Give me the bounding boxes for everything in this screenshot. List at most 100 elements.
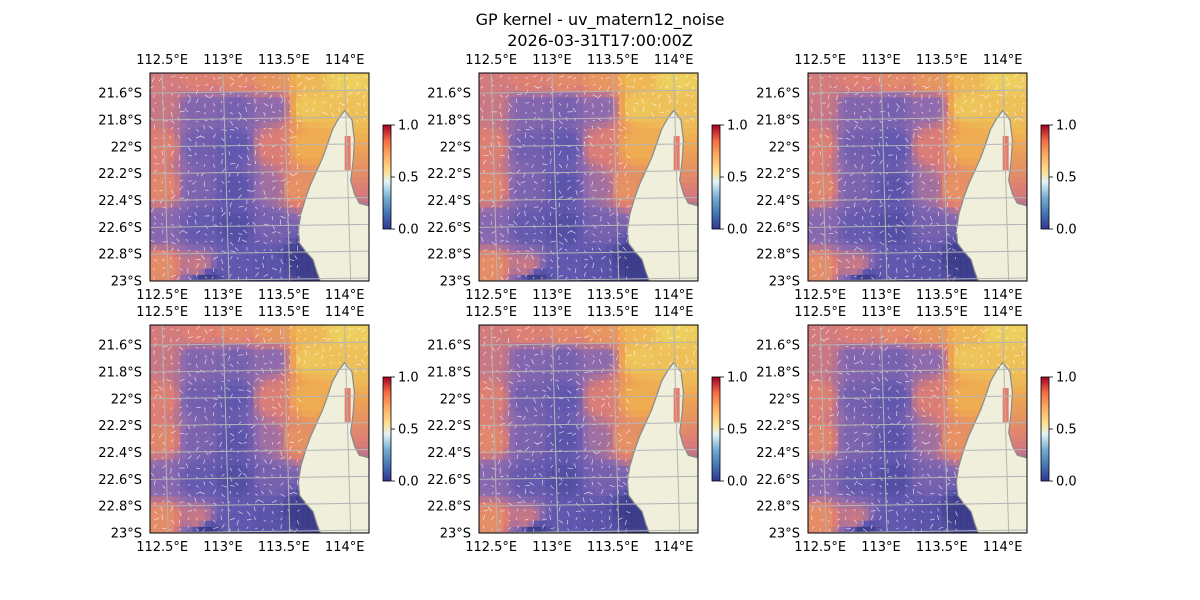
heatmap-cell: [923, 213, 931, 221]
heatmap-cell: [283, 207, 291, 215]
heatmap-cell: [156, 189, 163, 196]
heatmap-cell: [308, 85, 315, 92]
heatmap-cell: [905, 79, 912, 86]
heatmap-cell: [643, 134, 650, 141]
heatmap-cell: [485, 183, 492, 190]
heatmap-cell: [637, 85, 644, 92]
vector-arrow: [869, 115, 872, 121]
heatmap-cell: [344, 109, 352, 117]
vector-arrow: [592, 103, 594, 109]
heatmap-cell: [844, 268, 851, 276]
vector-arrow: [170, 264, 172, 269]
heatmap-cell: [174, 128, 181, 135]
heatmap-cell: [289, 189, 297, 196]
heatmap-cell: [265, 158, 273, 166]
vector-arrow: [666, 109, 669, 113]
heatmap-cell: [935, 115, 943, 123]
vector-arrow: [311, 85, 315, 90]
heatmap-cell: [289, 128, 297, 135]
heatmap-cell: [691, 85, 698, 92]
heatmap-cell: [899, 85, 906, 92]
heatmap-cell: [905, 73, 912, 80]
heatmap-cell: [552, 103, 559, 111]
vector-arrow: [837, 137, 843, 140]
heatmap-cell: [844, 219, 851, 227]
heatmap-cell: [362, 121, 369, 129]
graticule: [479, 73, 698, 281]
heatmap-cell: [271, 91, 279, 98]
vector-arrow: [809, 221, 813, 225]
y-tick-label: 22.2°S: [98, 167, 142, 182]
heatmap-cell: [356, 177, 364, 184]
heatmap-cell: [356, 170, 364, 178]
heatmap-cell: [247, 268, 254, 276]
heatmap-cell: [204, 134, 212, 141]
heatmap-cell: [168, 103, 175, 111]
heatmap-cell: [874, 121, 882, 129]
vector-arrow: [192, 189, 197, 193]
heatmap-cell: [911, 103, 918, 111]
vector-arrow: [879, 230, 884, 234]
heatmap-cell: [947, 158, 955, 166]
vector-arrow: [533, 232, 536, 235]
heatmap-cell: [515, 128, 522, 135]
heatmap-cell: [497, 170, 504, 178]
heatmap-cell: [186, 244, 193, 251]
x-tick-label-top: 113.5°E: [587, 53, 639, 68]
vector-arrow: [820, 256, 823, 260]
heatmap-cell: [893, 121, 900, 129]
heatmap-cell: [941, 115, 949, 123]
heatmap-cell: [277, 232, 285, 239]
vector-arrow: [363, 103, 366, 107]
vector-arrow: [626, 205, 632, 208]
heatmap-cell: [497, 177, 504, 184]
heatmap-cell: [947, 97, 955, 104]
heatmap-cell: [661, 97, 668, 104]
heatmap-cell: [850, 97, 858, 104]
heatmap-cell: [905, 238, 912, 245]
vector-arrow: [601, 172, 607, 174]
vector-arrow: [896, 187, 902, 191]
heatmap-cell: [192, 164, 200, 172]
vector-arrow: [263, 151, 266, 156]
heatmap-cell: [338, 109, 346, 117]
heatmap-cell: [344, 97, 352, 104]
vector-arrow: [499, 248, 501, 251]
heatmap-cell: [539, 238, 547, 245]
heatmap-cell: [972, 134, 979, 141]
vector-arrow: [625, 103, 627, 106]
heatmap-cell: [509, 244, 516, 251]
vector-arrow: [845, 109, 848, 113]
heatmap-cell: [515, 73, 522, 80]
heatmap-cell: [887, 140, 894, 147]
heatmap-cell: [923, 109, 931, 117]
heatmap-cell: [491, 262, 498, 270]
heatmap-cell: [582, 268, 589, 276]
heatmap-cell: [655, 73, 662, 80]
heatmap-cell: [685, 115, 693, 123]
heatmap-cell: [911, 158, 918, 166]
heatmap-cell: [204, 85, 212, 92]
vector-arrow: [811, 98, 813, 104]
heatmap-cell: [814, 158, 821, 166]
heatmap-cell: [600, 219, 608, 227]
vector-arrow: [828, 215, 832, 220]
heatmap-cell: [259, 97, 266, 104]
heatmap-cell: [283, 85, 291, 92]
heatmap-cell: [899, 140, 906, 147]
heatmap-cell: [289, 115, 297, 123]
heatmap-cell: [917, 262, 924, 270]
heatmap-cell: [820, 274, 827, 281]
heatmap-cell: [874, 79, 882, 86]
heatmap-cell: [277, 164, 285, 172]
heatmap-cell: [844, 256, 851, 264]
heatmap-cell: [814, 91, 821, 98]
heatmap-cell: [180, 121, 187, 129]
heatmap-cell: [198, 91, 206, 98]
heatmap-cell: [868, 244, 876, 251]
heatmap-cell: [210, 183, 218, 190]
bay-field-patch: [1002, 136, 1009, 171]
vector-arrow: [516, 250, 520, 253]
heatmap-cell: [229, 207, 236, 215]
heatmap-cell: [515, 225, 522, 233]
